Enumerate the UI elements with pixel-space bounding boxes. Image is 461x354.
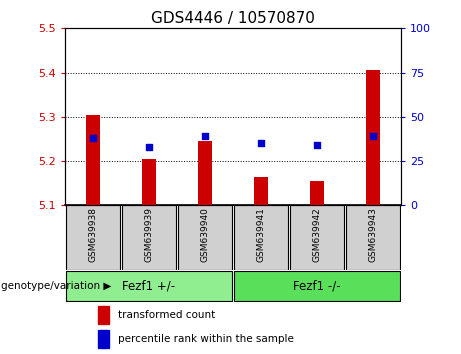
Bar	[142, 159, 156, 205]
Text: GSM639942: GSM639942	[313, 207, 321, 262]
Text: GSM639941: GSM639941	[256, 207, 266, 262]
Bar	[234, 270, 400, 302]
Point	[257, 141, 265, 146]
Bar	[65, 270, 232, 302]
Text: Fezf1 -/-: Fezf1 -/-	[293, 280, 341, 292]
Title: GDS4446 / 10570870: GDS4446 / 10570870	[151, 11, 315, 26]
Bar	[178, 205, 232, 270]
Bar	[366, 70, 380, 205]
Point	[369, 133, 377, 139]
Text: GSM639939: GSM639939	[144, 207, 153, 262]
Text: GSM639943: GSM639943	[368, 207, 378, 262]
Text: transformed count: transformed count	[118, 310, 215, 320]
Bar	[198, 141, 212, 205]
Text: GSM639938: GSM639938	[88, 207, 97, 262]
Bar	[98, 330, 109, 348]
Bar	[346, 205, 400, 270]
Bar	[98, 306, 109, 324]
Bar	[290, 205, 344, 270]
Text: percentile rank within the sample: percentile rank within the sample	[118, 334, 294, 344]
Text: Fezf1 +/-: Fezf1 +/-	[122, 280, 175, 292]
Bar	[310, 181, 324, 205]
Point	[145, 144, 152, 150]
Bar	[65, 205, 119, 270]
Bar	[234, 205, 288, 270]
Bar	[254, 177, 268, 205]
Point	[89, 135, 96, 141]
Bar	[86, 115, 100, 205]
Text: genotype/variation ▶: genotype/variation ▶	[1, 281, 111, 291]
Bar	[122, 205, 176, 270]
Point	[313, 142, 321, 148]
Point	[201, 133, 208, 139]
Text: GSM639940: GSM639940	[200, 207, 209, 262]
